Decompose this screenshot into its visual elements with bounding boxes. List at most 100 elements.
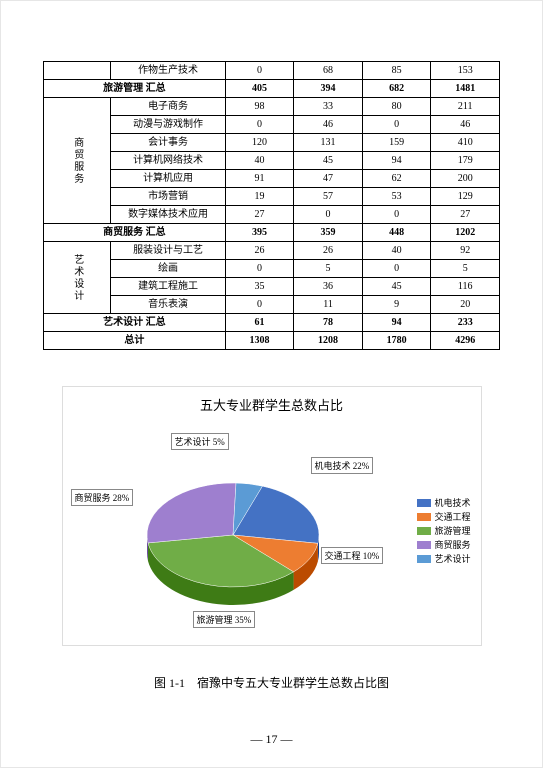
item-name: 作物生产技术 [111, 62, 225, 80]
cell: 46 [431, 116, 500, 134]
legend-item: 机电技术 [417, 496, 470, 509]
callout-commerce: 商贸服务 28% [71, 489, 134, 506]
cell: 0 [225, 260, 294, 278]
document-page: 作物生产技术 0 68 85 153 旅游管理 汇总 405 394 682 1… [0, 0, 543, 768]
cell: 27 [225, 206, 294, 224]
cell: 94 [362, 314, 431, 332]
cell: 91 [225, 170, 294, 188]
cell: 5 [294, 260, 363, 278]
cell: 153 [431, 62, 500, 80]
cell: 40 [225, 152, 294, 170]
cell: 40 [362, 242, 431, 260]
cell: 394 [294, 80, 363, 98]
item-name: 动漫与游戏制作 [111, 116, 225, 134]
item-name: 计算机网络技术 [111, 152, 225, 170]
item-name: 电子商务 [111, 98, 225, 116]
cell: 405 [225, 80, 294, 98]
cell: 85 [362, 62, 431, 80]
cell: 410 [431, 134, 500, 152]
pie-chart: 五大专业群学生总数占比 机电技术交通工程旅游管理商贸服务艺术设计 机电技术 22… [62, 386, 482, 646]
cell: 129 [431, 188, 500, 206]
callout-art: 艺术设计 5% [171, 433, 229, 450]
cell: 62 [362, 170, 431, 188]
table-row: 数字媒体技术应用270027 [44, 206, 500, 224]
cell: 33 [294, 98, 363, 116]
cell: 80 [362, 98, 431, 116]
legend-swatch [417, 555, 431, 563]
legend-swatch [417, 499, 431, 507]
cell: 179 [431, 152, 500, 170]
table-row: 音乐表演011920 [44, 296, 500, 314]
legend-label: 旅游管理 [434, 524, 470, 537]
table-row-subtotal: 旅游管理 汇总 405 394 682 1481 [44, 80, 500, 98]
legend-label: 交通工程 [434, 510, 470, 523]
item-name: 数字媒体技术应用 [111, 206, 225, 224]
cell: 92 [431, 242, 500, 260]
cell: 211 [431, 98, 500, 116]
cell: 0 [225, 296, 294, 314]
cell: 120 [225, 134, 294, 152]
table-row: 作物生产技术 0 68 85 153 [44, 62, 500, 80]
cell: 47 [294, 170, 363, 188]
cell: 0 [362, 260, 431, 278]
cell: 0 [225, 116, 294, 134]
cell: 0 [362, 116, 431, 134]
cell: 78 [294, 314, 363, 332]
cell: 448 [362, 224, 431, 242]
table-row-subtotal: 商贸服务 汇总 395 359 448 1202 [44, 224, 500, 242]
cell: 131 [294, 134, 363, 152]
item-name: 建筑工程施工 [111, 278, 225, 296]
table-row: 商贸服务电子商务983380211 [44, 98, 500, 116]
legend-label: 艺术设计 [434, 552, 470, 565]
item-name: 会计事务 [111, 134, 225, 152]
cell: 11 [294, 296, 363, 314]
legend-item: 交通工程 [417, 510, 470, 523]
data-table: 作物生产技术 0 68 85 153 旅游管理 汇总 405 394 682 1… [43, 61, 500, 350]
legend-item: 商贸服务 [417, 538, 470, 551]
table-row: 动漫与游戏制作046046 [44, 116, 500, 134]
cell: 0 [362, 206, 431, 224]
chart-title: 五大专业群学生总数占比 [63, 387, 481, 414]
cell: 98 [225, 98, 294, 116]
cell: 36 [294, 278, 363, 296]
total-label: 总计 [44, 332, 226, 350]
callout-mechatronics: 机电技术 22% [311, 457, 374, 474]
cell: 0 [225, 62, 294, 80]
subtotal-label: 艺术设计 汇总 [44, 314, 226, 332]
cell: 35 [225, 278, 294, 296]
table-row: 艺术设计服装设计与工艺26264092 [44, 242, 500, 260]
table-row: 会计事务120131159410 [44, 134, 500, 152]
cell: 26 [225, 242, 294, 260]
cell: 1208 [294, 332, 363, 350]
category-cell [44, 62, 111, 80]
legend-label: 商贸服务 [434, 538, 470, 551]
item-name: 绘画 [111, 260, 225, 278]
table-row-total: 总计 1308 1208 1780 4296 [44, 332, 500, 350]
cell: 0 [294, 206, 363, 224]
item-name: 计算机应用 [111, 170, 225, 188]
category-cell-commerce: 商贸服务 [44, 98, 111, 224]
legend-item: 艺术设计 [417, 552, 470, 565]
table-row: 市场营销195753129 [44, 188, 500, 206]
cell: 1308 [225, 332, 294, 350]
cell: 68 [294, 62, 363, 80]
legend-swatch [417, 527, 431, 535]
item-name: 音乐表演 [111, 296, 225, 314]
subtotal-label: 商贸服务 汇总 [44, 224, 226, 242]
legend-swatch [417, 541, 431, 549]
pie-slice [147, 483, 236, 543]
cell: 94 [362, 152, 431, 170]
cell: 46 [294, 116, 363, 134]
cell: 27 [431, 206, 500, 224]
cell: 20 [431, 296, 500, 314]
cell: 61 [225, 314, 294, 332]
pie-svg [123, 447, 343, 627]
cell: 57 [294, 188, 363, 206]
table-row: 计算机应用914762200 [44, 170, 500, 188]
legend-label: 机电技术 [434, 496, 470, 509]
table-row: 计算机网络技术404594179 [44, 152, 500, 170]
cell: 1780 [362, 332, 431, 350]
pie-svg-holder [123, 447, 343, 632]
legend-swatch [417, 513, 431, 521]
figure-caption: 图 1-1 宿豫中专五大专业群学生总数占比图 [43, 674, 500, 691]
